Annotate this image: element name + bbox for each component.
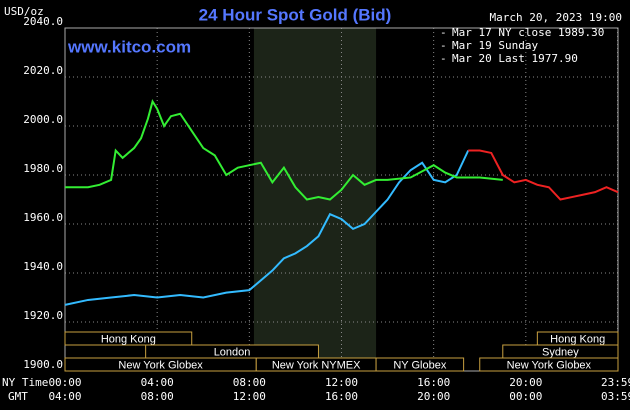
x-tick-label-gmt: 00:00 — [509, 390, 542, 403]
legend-label: Mar 19 Sunday — [452, 39, 538, 52]
y-tick-label: 2000.0 — [23, 113, 63, 126]
x-tick-label-gmt: 16:00 — [325, 390, 358, 403]
date: March 20, 2023 19:00 — [490, 11, 622, 24]
series-line — [468, 149, 619, 201]
session-label: New York NYMEX — [272, 359, 361, 371]
y-tick-label: 2020.0 — [23, 64, 63, 77]
nymex-shade — [253, 28, 377, 371]
x-tick-label-gmt: 04:00 — [48, 390, 81, 403]
x-tick-label: 23:59 — [601, 376, 630, 389]
x-tick-label-gmt: 03:59 — [601, 390, 630, 403]
session-label: Sydney — [542, 346, 579, 358]
session-label: Hong Kong — [550, 333, 605, 345]
session-label: New York Globex — [507, 359, 592, 371]
x-tick-label: 04:00 — [141, 376, 174, 389]
y-tick-label: 1960.0 — [23, 211, 63, 224]
session-box — [64, 331, 193, 346]
y-tick-label: 1940.0 — [23, 260, 63, 273]
y-tick-label: 1920.0 — [23, 309, 63, 322]
legend-label: Mar 20 Last 1977.90 — [452, 52, 578, 65]
x-axis-label: NY Time — [2, 376, 48, 389]
x-tick-label-gmt: 08:00 — [141, 390, 174, 403]
x-axis-label-gmt: GMT — [8, 390, 28, 403]
x-tick-label: 16:00 — [417, 376, 450, 389]
chart-title: 24 Hour Spot Gold (Bid) — [199, 5, 392, 24]
y-tick-label: 1980.0 — [23, 162, 63, 175]
legend-dash: - — [440, 26, 447, 39]
series-line — [65, 99, 503, 201]
session-label: Hong Kong — [101, 333, 156, 345]
session-label: New York Globex — [118, 359, 203, 371]
y-tick-label: 1900.0 — [23, 358, 63, 371]
x-tick-label: 20:00 — [509, 376, 542, 389]
y-tick-label: 2040.0 — [23, 15, 63, 28]
session-label: NY Globex — [393, 359, 446, 371]
session-box — [479, 357, 619, 372]
y-axis-label: USD/oz — [4, 5, 44, 18]
x-tick-label-gmt: 12:00 — [233, 390, 266, 403]
x-tick-label: 08:00 — [233, 376, 266, 389]
legend-label: Mar 17 NY close 1989.30 — [452, 26, 604, 39]
x-tick-label-gmt: 20:00 — [417, 390, 450, 403]
session-label: London — [214, 346, 251, 358]
legend-dash: - — [440, 39, 447, 52]
site: www.kitco.com — [67, 37, 191, 56]
legend-dash: - — [440, 52, 447, 65]
x-tick-label: 12:00 — [325, 376, 358, 389]
series-line — [64, 150, 470, 306]
session-box — [375, 357, 465, 372]
x-tick-label: 00:00 — [48, 376, 81, 389]
